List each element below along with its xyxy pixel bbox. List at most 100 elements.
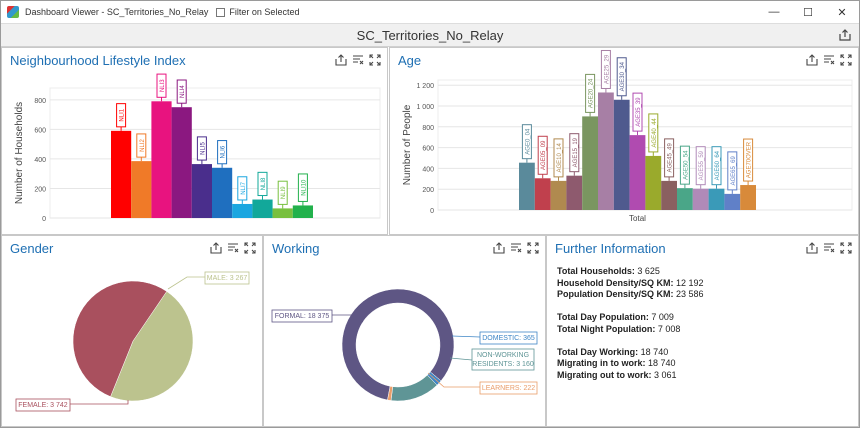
info-value: 3 061 (651, 369, 677, 380)
slice-label: MALE: 3 267 (207, 275, 248, 282)
slice-label: DOMESTIC: 365 (482, 335, 535, 342)
info-label: Migrating in to work: (557, 358, 646, 368)
data-label: AGE45_49 (668, 143, 674, 173)
checkbox-box[interactable] (216, 7, 226, 17)
data-label-box (695, 146, 706, 186)
y-tick-label: 1 200 (416, 83, 434, 90)
window-titlebar: Dashboard Viewer - SC_Territories_No_Rel… (1, 1, 859, 23)
info-value: 23 586 (673, 289, 704, 299)
bar (724, 193, 741, 210)
working-chart: FORMAL: 18 375 DOMESTIC: 365 NON-WORKING RE… (271, 288, 538, 402)
maximize-icon[interactable] (527, 242, 539, 254)
data-label-box (616, 57, 627, 97)
dashboard-header: SC_Territories_No_Relay (1, 23, 859, 47)
export-icon[interactable] (210, 242, 222, 254)
panel-lifestyle: Neighbourhood Lifestyle Index 0 200 400 600… (1, 47, 388, 235)
bar (566, 175, 583, 210)
slice-label: FEMALE: 3 742 (18, 402, 68, 409)
slice-label: FORMAL: 18 375 (275, 313, 330, 320)
data-label-box (257, 171, 268, 197)
further-info-list: Total Households: 3 625 Household Density… (557, 266, 704, 381)
data-label: NLI4 (180, 85, 186, 98)
data-label: NLI1 (120, 108, 126, 121)
y-tick-label: 400 (34, 157, 46, 164)
bar (677, 188, 693, 210)
data-label-box (116, 103, 127, 128)
age-chart: 0 200 400 600 800 1 000 1 200 Number of People T… (402, 49, 853, 223)
info-row: Household Density/SQ KM: 12 192 (557, 278, 704, 290)
leader-line (451, 335, 481, 338)
data-label: AGE35_39 (636, 97, 642, 127)
y-axis-label: Number of Households (14, 102, 25, 204)
export-icon[interactable] (493, 242, 505, 254)
data-label-box (664, 138, 675, 178)
bar (534, 178, 551, 210)
export-icon[interactable] (335, 54, 347, 66)
info-value: 12 192 (673, 277, 704, 288)
maximize-button[interactable]: ☐ (803, 6, 813, 19)
info-label: Total Night Population: (557, 323, 656, 334)
bar (645, 155, 662, 210)
info-label: Total Day Working: (557, 346, 639, 357)
export-icon[interactable] (806, 54, 818, 66)
maximize-icon[interactable] (369, 54, 381, 66)
pie-slice (110, 291, 194, 402)
info-row: Population Density/SQ KM: 23 586 (557, 289, 704, 301)
filter-icon[interactable] (823, 242, 835, 254)
export-icon[interactable] (839, 29, 851, 41)
bar (191, 164, 212, 218)
info-row: Migrating out to work: 3 061 (557, 370, 704, 382)
data-label-box (156, 73, 167, 98)
info-row: Total Night Population: 7 008 (557, 324, 704, 336)
minimize-button[interactable]: — (768, 6, 780, 18)
filter-icon[interactable] (510, 242, 522, 254)
filter-icon[interactable] (352, 54, 364, 66)
slice-label-box (471, 348, 535, 371)
info-value: 3 625 (634, 266, 660, 276)
data-label: NLI2 (140, 139, 146, 152)
lifestyle-chart: 0 200 400 600 800 Number of Households NLI1 NLI… (14, 73, 381, 223)
gender-chart: MALE: 3 267 FEMALE: 3 742 (15, 271, 250, 412)
bar (151, 101, 172, 218)
data-label: AGE70OVER (747, 141, 753, 178)
data-label-box (679, 145, 690, 185)
slice-label: NON-WORKING (477, 352, 529, 359)
filter-icon[interactable] (823, 54, 835, 66)
info-row: Total Day Working: 18 740 (557, 347, 704, 359)
maximize-icon[interactable] (840, 242, 852, 254)
info-label: Population Density/SQ KM: (557, 289, 674, 299)
y-tick-label: 200 (422, 187, 434, 194)
bar (272, 208, 293, 218)
panel-title-further: Further Information (555, 241, 666, 256)
y-tick-label: 0 (42, 216, 46, 223)
x-axis-label: Total (629, 214, 646, 223)
bar (613, 99, 630, 210)
panel-title-lifestyle: Neighbourhood Lifestyle Index (10, 53, 186, 68)
info-row: Total Households: 3 625 (557, 266, 704, 278)
filter-icon[interactable] (227, 242, 239, 254)
data-label: AGE30_34 (620, 61, 626, 91)
leader-line (449, 357, 473, 361)
export-icon[interactable] (806, 242, 818, 254)
info-row: Migrating in to work: 18 740 (557, 358, 704, 370)
bar (692, 188, 709, 210)
filter-label: Filter on Selected (229, 7, 300, 17)
data-label: AGE10_14 (557, 143, 563, 173)
data-label-box (297, 173, 308, 202)
filter-on-selected-checkbox[interactable]: Filter on Selected (216, 7, 299, 17)
info-value: 18 740 (645, 358, 676, 368)
y-tick-label: 800 (422, 125, 434, 132)
leader-line (167, 276, 205, 290)
info-row: Total Day Population: 7 009 (557, 312, 704, 324)
info-label: Total Day Population: (557, 312, 649, 322)
y-tick-label: 0 (430, 208, 434, 215)
data-label: AGE20_24 (589, 78, 595, 108)
data-label-box (585, 73, 596, 113)
bar (111, 130, 132, 218)
data-label: NLI7 (241, 181, 247, 194)
maximize-icon[interactable] (840, 54, 852, 66)
close-button[interactable]: ✕ (837, 6, 847, 19)
slice-label-box (271, 309, 333, 323)
maximize-icon[interactable] (244, 242, 256, 254)
info-value: 7 008 (655, 323, 681, 334)
